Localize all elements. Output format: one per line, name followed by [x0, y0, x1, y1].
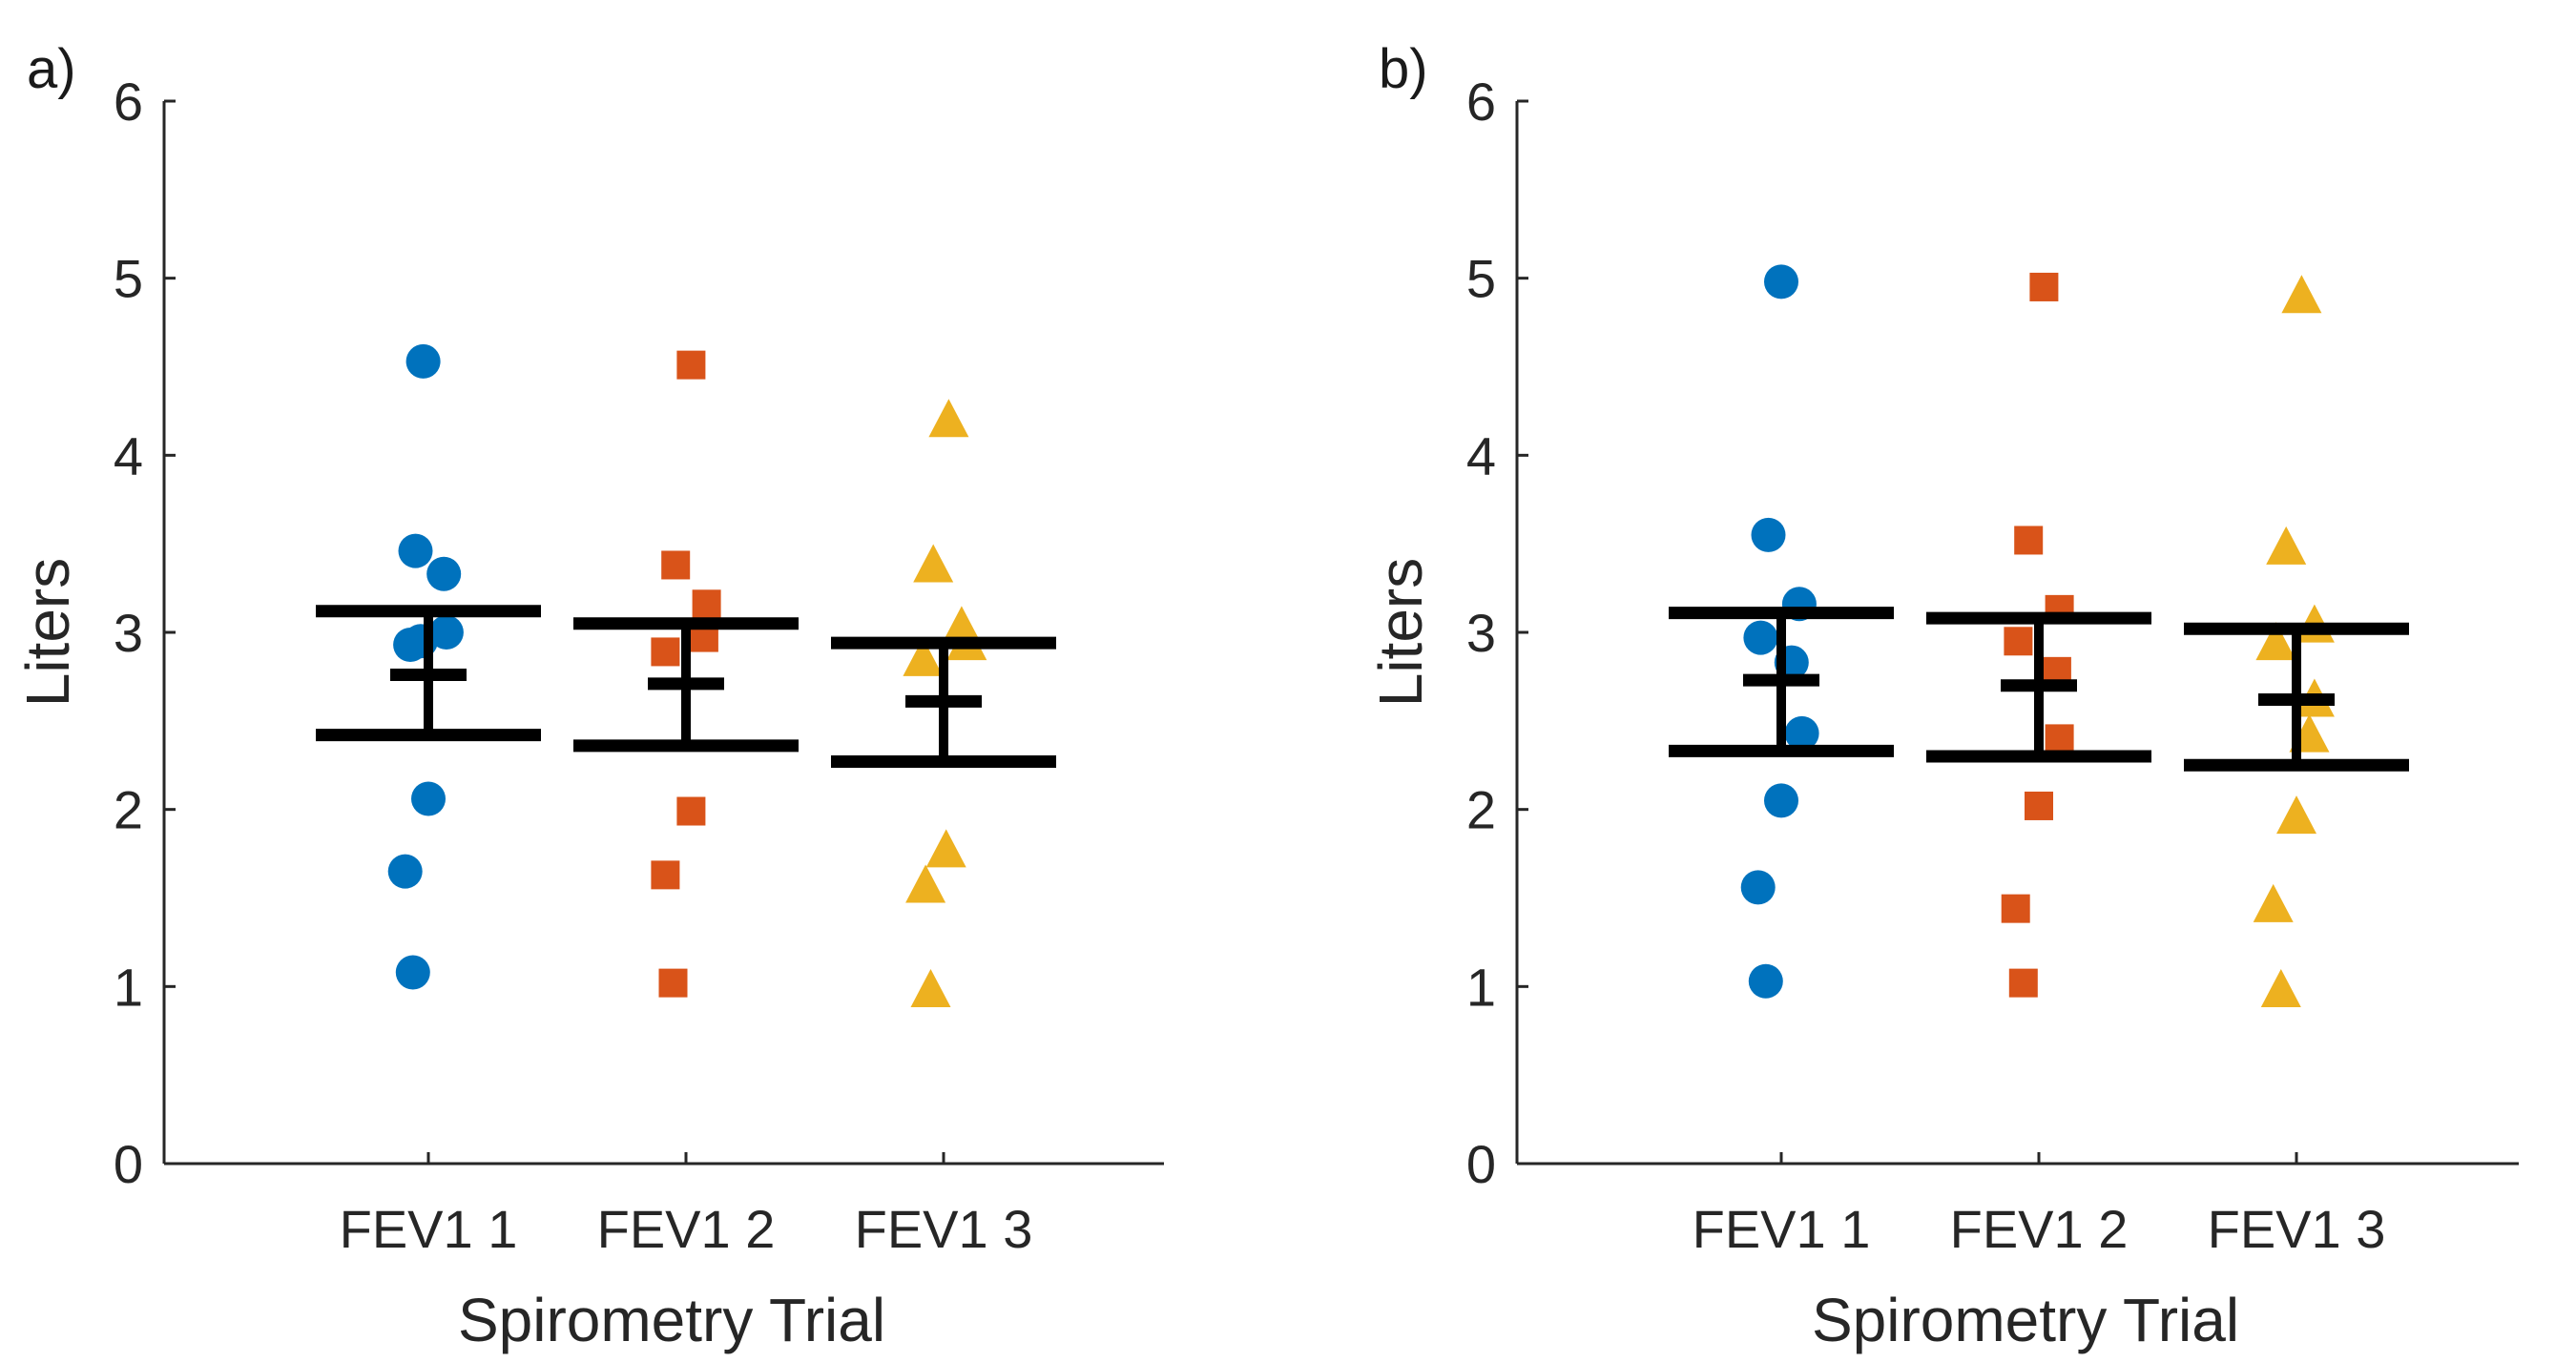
- y-tick-label: 3: [1466, 603, 1496, 663]
- data-point: [1748, 963, 1783, 999]
- y-tick-label: 6: [1466, 72, 1496, 132]
- data-point: [651, 860, 680, 890]
- data-point: [2004, 627, 2033, 656]
- data-point: [1784, 715, 1819, 751]
- series-3: [903, 399, 987, 1008]
- y-tick-label: 5: [114, 249, 143, 309]
- data-point: [428, 615, 464, 650]
- error-bar-2: [1926, 611, 2151, 763]
- x-tick-label: FEV1 2: [1950, 1199, 2129, 1259]
- y-tick-label: 5: [1466, 249, 1496, 309]
- data-point: [2260, 969, 2301, 1008]
- data-point: [2014, 526, 2044, 555]
- data-point: [2025, 791, 2053, 820]
- y-tick-label: 2: [1466, 780, 1496, 840]
- data-point: [405, 343, 441, 379]
- data-point: [905, 864, 946, 903]
- x-tick-label: FEV1 1: [1693, 1199, 1871, 1259]
- y-tick-label: 0: [114, 1134, 143, 1194]
- panel-label: a): [27, 38, 76, 100]
- x-tick-label: FEV1 3: [2208, 1199, 2386, 1259]
- data-point: [2001, 894, 2030, 923]
- data-point: [913, 544, 954, 583]
- data-point: [1743, 620, 1778, 655]
- y-tick-label: 1: [1466, 957, 1496, 1017]
- data-point: [426, 556, 462, 591]
- y-tick-label: 4: [1466, 425, 1496, 485]
- data-point: [692, 589, 721, 619]
- data-point: [928, 399, 969, 438]
- data-point: [1764, 783, 1798, 818]
- x-tick-label: FEV1 1: [340, 1199, 518, 1259]
- x-axis-label: Spirometry Trial: [458, 1286, 885, 1354]
- data-point: [651, 637, 680, 667]
- error-bar-1: [1669, 607, 1894, 757]
- error-bar-3: [831, 636, 1056, 769]
- data-point: [2045, 724, 2074, 753]
- y-tick-label: 1: [114, 957, 143, 1017]
- error-bar-2: [573, 617, 799, 753]
- x-axis-label: Spirometry Trial: [1812, 1286, 2239, 1354]
- y-tick-label: 3: [114, 603, 143, 663]
- data-point: [1764, 264, 1798, 299]
- data-point: [2029, 272, 2059, 301]
- y-tick-label: 6: [114, 72, 143, 132]
- data-point: [2276, 795, 2316, 835]
- data-point: [395, 955, 430, 990]
- data-point: [1740, 870, 1776, 905]
- data-point: [2281, 275, 2322, 314]
- data-point: [903, 637, 944, 676]
- data-point: [411, 781, 446, 816]
- data-point: [398, 533, 433, 568]
- data-point: [658, 968, 688, 998]
- data-point: [2255, 622, 2296, 661]
- data-point: [1751, 517, 1786, 552]
- data-point: [2266, 526, 2307, 565]
- data-point: [2253, 883, 2294, 922]
- series-2: [651, 350, 721, 998]
- y-tick-label: 0: [1466, 1134, 1496, 1194]
- series-2: [2001, 272, 2074, 998]
- series-1: [387, 343, 464, 990]
- data-point: [393, 627, 428, 662]
- data-point: [2008, 968, 2038, 998]
- y-axis-label: Liters: [1366, 558, 1435, 708]
- data-point: [676, 350, 706, 380]
- data-point: [910, 969, 951, 1008]
- data-point: [925, 829, 966, 868]
- x-tick-label: FEV1 2: [597, 1199, 776, 1259]
- data-point: [387, 854, 423, 889]
- error-bar-3: [2184, 622, 2409, 772]
- y-tick-label: 4: [114, 425, 143, 485]
- y-axis-label: Liters: [13, 558, 82, 708]
- data-point: [661, 550, 691, 580]
- chart-panel-2: b) 0 1 2 3 4 5 6 FEV1 1 FEV1 2 FEV1 3 Spirometry Tr…: [1366, 38, 2519, 1354]
- chart-panel-1: a) 0 1 2 3 4 5 6 FEV1 1 FEV1 2 FEV1 3 Spirometry Tr…: [13, 38, 1164, 1354]
- panel-label: b): [1379, 38, 1428, 100]
- x-tick-label: FEV1 3: [855, 1199, 1033, 1259]
- error-bar-1: [316, 605, 541, 742]
- y-tick-label: 2: [114, 780, 143, 840]
- data-point: [676, 796, 706, 826]
